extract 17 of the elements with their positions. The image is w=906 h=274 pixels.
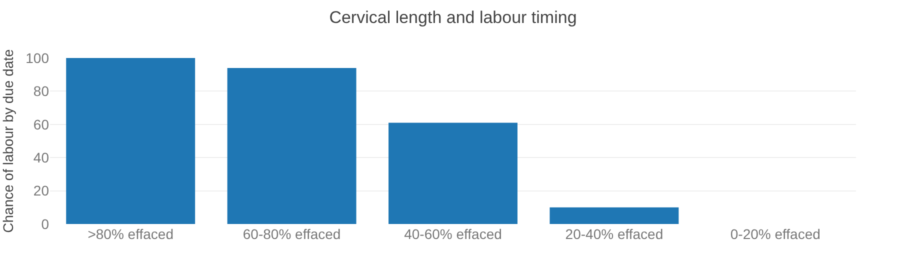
y-axis-title: Chance of labour by due date: [0, 48, 16, 233]
bar: [388, 122, 518, 224]
x-tick-label: >80% effaced: [88, 226, 174, 242]
bar: [227, 68, 356, 224]
y-tick-label: 0: [41, 216, 50, 232]
bar: [550, 207, 679, 224]
y-tick-label: 60: [33, 116, 50, 132]
x-tick-label: 60-80% effaced: [242, 226, 341, 242]
y-tick-label: 80: [33, 83, 50, 100]
bar: [66, 58, 196, 224]
x-tick-label: 40-60% effaced: [404, 226, 502, 242]
chart-title: Cervical length and labour timing: [329, 8, 577, 27]
y-tick-label: 20: [33, 182, 50, 199]
y-tick-label: 100: [26, 50, 50, 66]
x-tick-label: 0-20% effaced: [730, 226, 820, 242]
y-tick-label: 40: [33, 150, 50, 166]
x-tick-label: 20-40% effaced: [565, 226, 664, 242]
